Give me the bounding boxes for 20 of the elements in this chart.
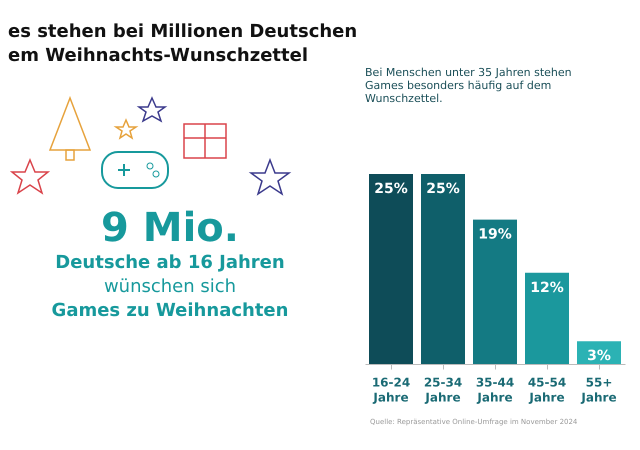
x-tick-label: 45-54 Jahre: [528, 376, 566, 404]
x-tick-label: 55+ Jahre: [580, 376, 617, 404]
text: Deutsche ab 16 Jahren: [54, 251, 286, 275]
x-tick-label: 16-24 Jahre: [372, 376, 410, 404]
chart-subtitle: Bei Menschen unter 35 Jahren stehen Games besonders häufig auf dem Wunschzettel.: [365, 66, 572, 105]
data-label: 19%: [478, 226, 512, 243]
data-label: 25%: [426, 181, 460, 197]
text: es stehen bei Millionen Deutschen em Weihnachts-Wunschzettel: [8, 20, 358, 68]
text: wünschen sich: [102, 275, 238, 299]
bar: [421, 174, 465, 364]
bar: [525, 272, 569, 364]
text: Games zu Weihnachten: [50, 299, 290, 323]
data-label: 25%: [374, 181, 408, 197]
data-label: 3%: [587, 348, 611, 364]
bar: [369, 174, 413, 364]
x-tick-label: 35-44 Jahre: [476, 376, 514, 404]
text: 9 Mio.: [100, 205, 240, 251]
x-tick-label: 25-34 Jahre: [424, 376, 462, 404]
bar: [473, 220, 517, 364]
data-label: 12%: [530, 280, 564, 296]
